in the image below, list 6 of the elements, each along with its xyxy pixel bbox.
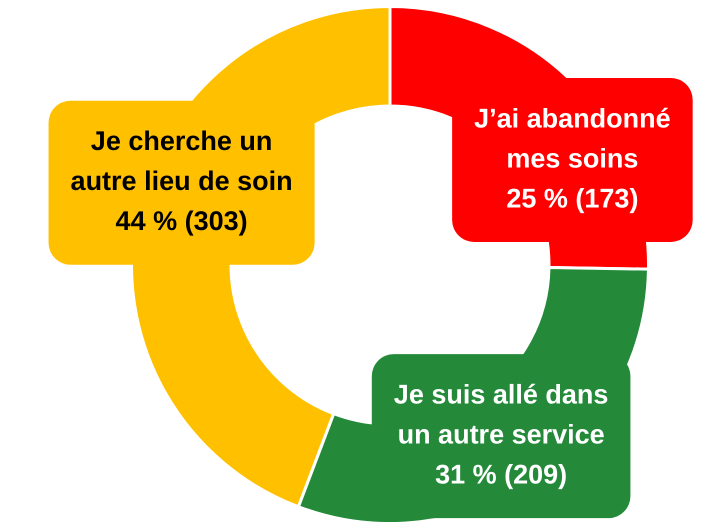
data-label: 44 % (303) — [116, 206, 248, 236]
slice-label: Je cherche un autre lieu de soin — [70, 126, 293, 196]
data-label: 31 % (209) — [435, 460, 568, 490]
data-label: 25 % (173) — [506, 183, 638, 214]
slice-label: Je suis allé dans un autre service — [394, 380, 608, 450]
slice-label: J’ai abandonné mes soins — [474, 103, 671, 174]
